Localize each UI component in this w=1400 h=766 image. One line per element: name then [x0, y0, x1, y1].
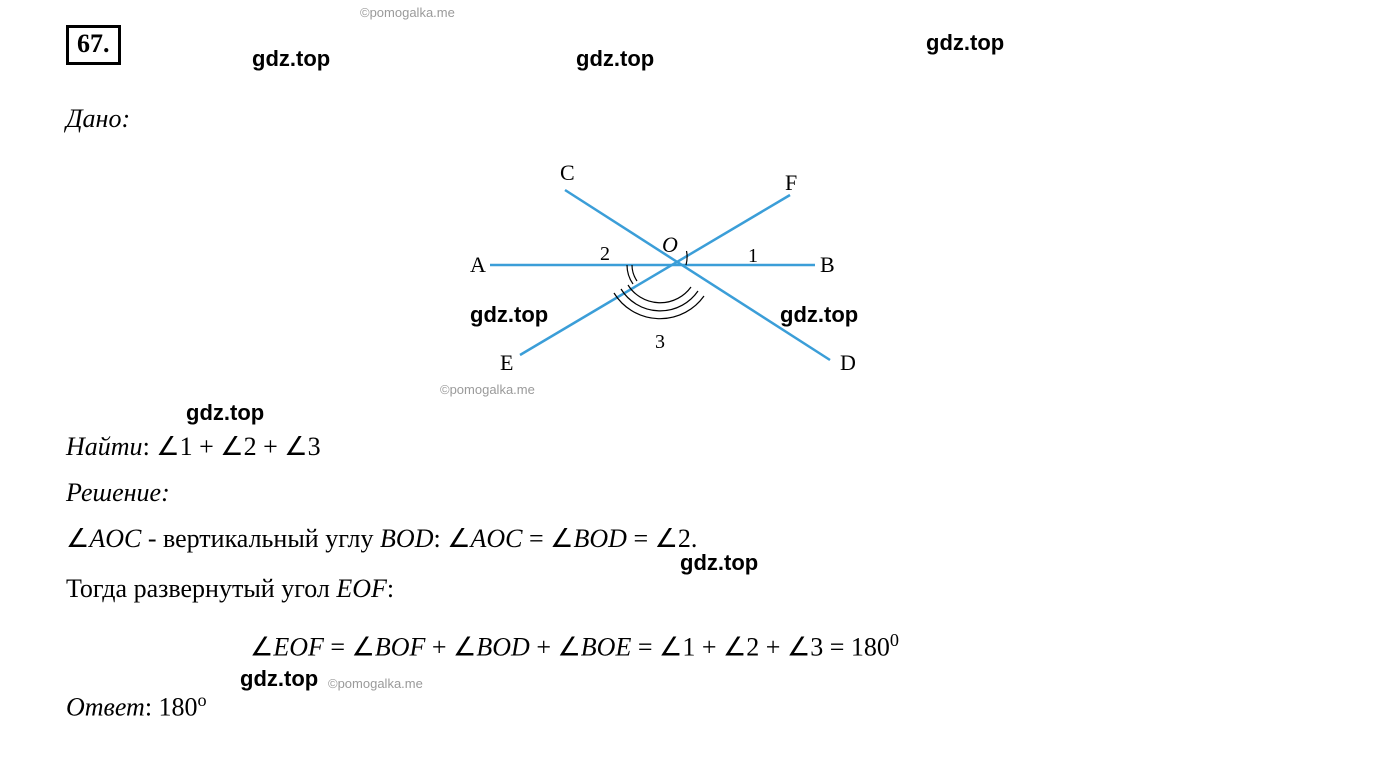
watermark-copyright: ©pomogalka.me: [440, 382, 535, 397]
s1-eq: = ∠: [523, 524, 574, 553]
arc-1: [686, 251, 687, 265]
answer-sup: о: [198, 690, 207, 710]
eq-s4: = ∠1 + ∠2 + ∠3 = 180: [631, 633, 890, 662]
s1-mid: - вертикальный углу: [141, 524, 380, 553]
label-b: B: [820, 252, 835, 277]
s1-v2: BOD: [380, 524, 433, 553]
colon: :: [121, 104, 130, 133]
eq-v1: EOF: [273, 633, 324, 662]
colon: :: [145, 693, 159, 722]
s2-var: EOF: [336, 574, 387, 603]
find-expr-5: ∠3: [284, 432, 320, 461]
eq-s1: = ∠: [324, 633, 375, 662]
find-expr-1: ∠1: [156, 432, 192, 461]
given-label: Дано:: [66, 104, 130, 134]
given-text: Дано: [66, 104, 121, 133]
colon: :: [161, 478, 170, 507]
watermark-gdz: gdz.top: [252, 46, 330, 72]
watermark-copyright: ©pomogalka.me: [328, 676, 423, 691]
watermark-gdz: gdz.top: [186, 400, 264, 426]
answer-value: 180: [159, 693, 198, 722]
eq-v4: BOE: [581, 633, 632, 662]
solution-label-text: Решение: [66, 478, 161, 507]
eq-v2: BOF: [375, 633, 426, 662]
label-f: F: [785, 170, 797, 195]
arc-3a: [628, 285, 691, 303]
answer-line: Ответ: 180о: [66, 690, 207, 723]
find-expr-3: ∠2: [220, 432, 256, 461]
diagram: A B C D E F O 1 2 3: [450, 160, 870, 380]
find-label: Найти: [66, 432, 143, 461]
answer-label: Ответ: [66, 693, 145, 722]
watermark-gdz: gdz.top: [240, 666, 318, 692]
line-cd: [565, 190, 830, 360]
diagram-svg: A B C D E F O 1 2 3: [450, 160, 870, 380]
solution-label: Решение:: [66, 478, 170, 508]
s2-pre: Тогда развернутый угол: [66, 574, 336, 603]
s1-pre: ∠: [66, 524, 89, 553]
equation: ∠EOF = ∠BOF + ∠BOD + ∠BOE = ∠1 + ∠2 + ∠3…: [250, 630, 899, 663]
s1-p1: : ∠: [433, 524, 470, 553]
angle-label-1: 1: [748, 245, 758, 267]
label-c: C: [560, 160, 575, 185]
find-expr-2: +: [199, 432, 220, 461]
watermark-copyright: ©pomogalka.me: [360, 5, 455, 20]
label-d: D: [840, 350, 856, 375]
s1-v1: AOC: [89, 524, 141, 553]
eq-pre: ∠: [250, 633, 273, 662]
arc-2a: [632, 265, 637, 281]
s2-post: :: [387, 574, 394, 603]
eq-sup: 0: [890, 630, 899, 650]
eq-s3: + ∠: [530, 633, 581, 662]
watermark-gdz: gdz.top: [470, 302, 548, 328]
s1-v3: AOC: [471, 524, 523, 553]
label-o: O: [662, 232, 678, 257]
label-e: E: [500, 350, 513, 375]
watermark-gdz: gdz.top: [680, 550, 758, 576]
watermark-gdz: gdz.top: [780, 302, 858, 328]
angle-label-3: 3: [655, 331, 665, 353]
find-expr-4: +: [263, 432, 284, 461]
colon: :: [143, 432, 157, 461]
s1-end: = ∠2.: [627, 524, 697, 553]
angle-label-2: 2: [600, 243, 610, 265]
solution-line-2: Тогда развернутый угол EOF:: [66, 574, 394, 604]
eq-v3: BOD: [476, 633, 529, 662]
watermark-gdz: gdz.top: [926, 30, 1004, 56]
find-line: Найти: ∠1 + ∠2 + ∠3: [66, 432, 321, 462]
watermark-gdz: gdz.top: [576, 46, 654, 72]
s1-v4: BOD: [574, 524, 627, 553]
solution-line-1: ∠AOC - вертикальный углу BOD: ∠AOC = ∠BO…: [66, 524, 697, 554]
eq-s2: + ∠: [425, 633, 476, 662]
problem-number: 67.: [66, 25, 121, 65]
label-a: A: [470, 252, 486, 277]
